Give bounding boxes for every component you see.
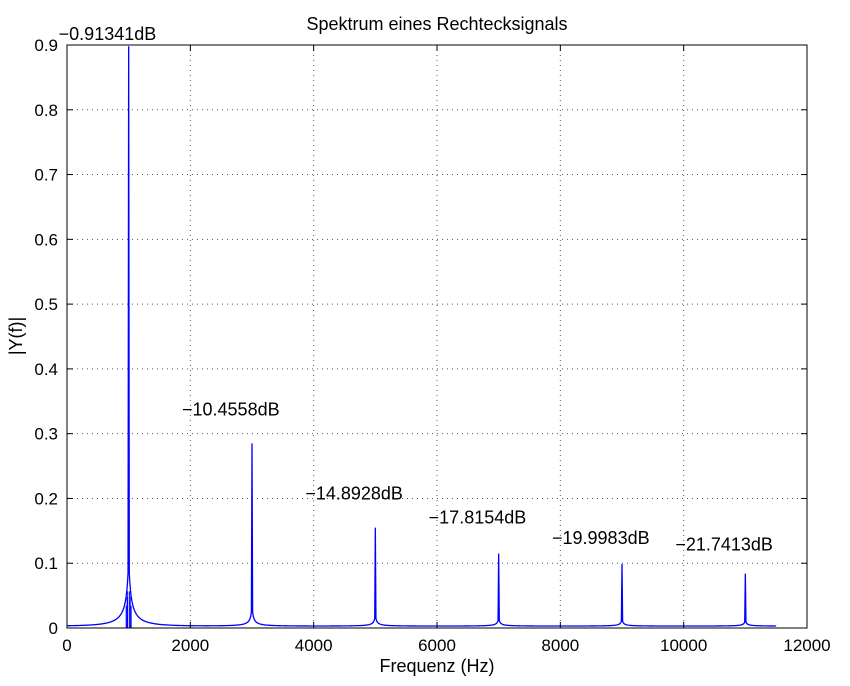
y-tick-label: 0 (49, 619, 58, 638)
y-tick-label: 0.7 (34, 166, 58, 185)
peak-label: −17.8154dB (429, 507, 527, 527)
peak-label: −21.7413dB (675, 535, 773, 555)
x-tick-label: 6000 (418, 636, 456, 655)
peak-label: −10.4558dB (182, 399, 280, 419)
x-tick-label: 4000 (295, 636, 333, 655)
grid (67, 45, 807, 628)
chart-title: Spektrum eines Rechtecksignals (306, 14, 567, 34)
peak-label: −0.91341dB (59, 24, 157, 44)
x-tick-label: 10000 (660, 636, 707, 655)
peak-label: −14.8928dB (305, 484, 403, 504)
y-tick-label: 0.3 (34, 425, 58, 444)
y-tick-label: 0.5 (34, 295, 58, 314)
y-tick-label: 0.2 (34, 489, 58, 508)
peak-labels: −0.91341dB −10.4558dB −14.8928dB −17.8154dB… (59, 24, 773, 554)
series-line-layer (66, 46, 777, 628)
axis-ticks: 0 2000 4000 6000 8000 10000 12000 0 0.1 0.2 0.3 0.4… (34, 36, 830, 655)
x-tick-label: 8000 (541, 636, 579, 655)
x-axis-label: Frequenz (Hz) (379, 656, 494, 676)
y-tick-label: 0.8 (34, 101, 58, 120)
peak-label: −19.9983dB (552, 528, 650, 548)
x-tick-label: 2000 (171, 636, 209, 655)
y-tick-label: 0.1 (34, 554, 58, 573)
spectrum-line (66, 46, 777, 627)
x-tick-label: 0 (62, 636, 71, 655)
y-axis-label: |Y(f)| (6, 317, 26, 355)
y-tick-label: 0.4 (34, 360, 58, 379)
y-tick-label: 0.9 (34, 36, 58, 55)
y-tick-label: 0.6 (34, 230, 58, 249)
x-tick-label: 12000 (783, 636, 830, 655)
